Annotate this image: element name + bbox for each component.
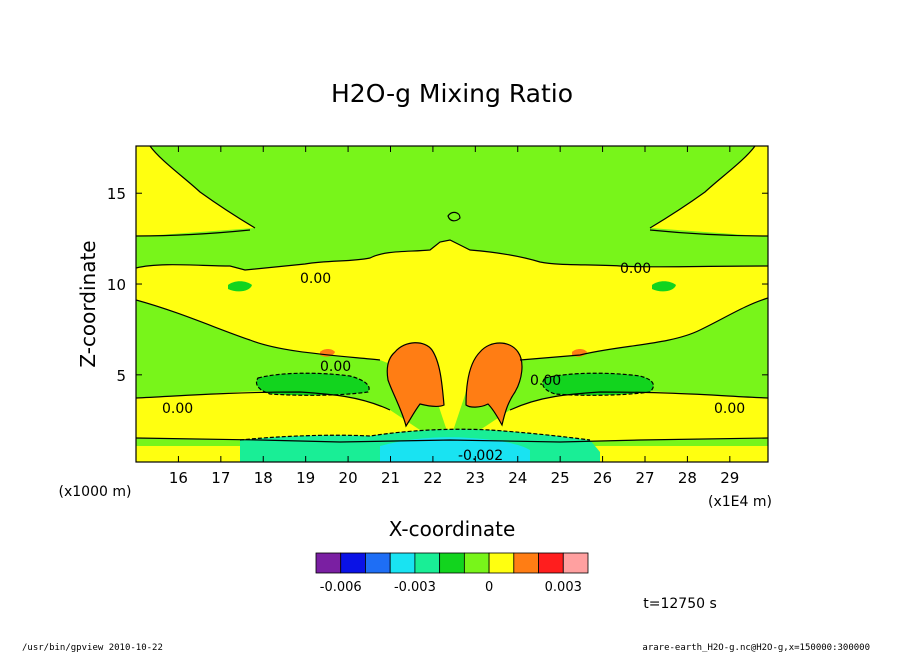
x-tick-label: 16 xyxy=(169,469,188,487)
contour-label: 0.00 xyxy=(320,359,351,375)
colorbar-swatch xyxy=(315,552,342,574)
colorbar-swatch xyxy=(562,552,589,574)
region-small-negative-left xyxy=(228,281,252,292)
x-tick-label: 18 xyxy=(254,469,273,487)
y-axis-label: Z-coordinate xyxy=(76,240,100,367)
plot-frame xyxy=(135,145,769,463)
region-bottom-strong-negative xyxy=(380,437,530,462)
colorbar-swatch xyxy=(414,552,441,574)
y-tick-label: 5 xyxy=(116,367,126,385)
colorbar-swatch xyxy=(389,552,416,574)
chart-title: H2O-g Mixing Ratio xyxy=(331,79,573,108)
y-tick-label: 15 xyxy=(107,185,126,203)
region-upper-left-positive xyxy=(136,146,255,236)
y-unit-label: (x1000 m) xyxy=(59,484,132,500)
colorbar-swatch xyxy=(365,552,391,574)
colorbar-tick-label: -0.003 xyxy=(394,580,436,595)
contour-label: 0.00 xyxy=(620,261,651,277)
contour-label: 0.00 xyxy=(300,271,331,287)
region-mid-positive xyxy=(136,240,768,440)
region-lower-band-positive xyxy=(136,391,768,442)
contour-label: 0.00 xyxy=(162,401,193,417)
x-tick-label: 21 xyxy=(381,469,400,487)
contour-labels: 0.00 0.00 0.00 0.00 0.00 0.00 -0.002 xyxy=(162,261,745,464)
colorbar-tick-label: 0.003 xyxy=(545,580,582,595)
colorbar-swatch xyxy=(340,552,366,574)
colorbar xyxy=(315,552,589,574)
colorbar-swatch xyxy=(538,552,564,574)
colorbar-swatch xyxy=(513,552,539,574)
colorbar-swatch xyxy=(439,552,465,574)
x-axis-label: X-coordinate xyxy=(389,517,516,541)
y-axis: 5 10 15 xyxy=(107,185,768,385)
region-upper-right-positive xyxy=(650,146,768,236)
colorbar-tick-label: -0.006 xyxy=(320,580,362,595)
x-tick-label: 19 xyxy=(296,469,315,487)
colorbar-tick-label: 0 xyxy=(485,580,493,595)
colorbar-swatch xyxy=(488,552,515,574)
x-tick-label: 25 xyxy=(551,469,570,487)
x-tick-label: 20 xyxy=(339,469,358,487)
x-unit-label: (x1E4 m) xyxy=(708,494,772,510)
contour-label: 0.00 xyxy=(530,373,561,389)
region-small-negative-right xyxy=(652,281,676,292)
region-right-negative xyxy=(542,373,654,396)
contour-label: 0.00 xyxy=(714,401,745,417)
x-tick-label: 22 xyxy=(423,469,442,487)
x-tick-label: 26 xyxy=(593,469,612,487)
footer-left: /usr/bin/gpview 2010-10-22 xyxy=(22,643,163,653)
region-left-plume xyxy=(387,342,444,426)
x-tick-label: 17 xyxy=(211,469,230,487)
x-tick-label: 27 xyxy=(635,469,654,487)
x-tick-label: 23 xyxy=(466,469,485,487)
contour-label: -0.002 xyxy=(458,448,503,464)
x-tick-label: 28 xyxy=(678,469,697,487)
colorbar-swatch xyxy=(463,552,490,574)
region-left-negative xyxy=(256,373,370,396)
y-tick-label: 10 xyxy=(107,276,126,294)
x-tick-label: 29 xyxy=(720,469,739,487)
contour-lines xyxy=(136,146,768,443)
footer-right: arare-earth_H2O-g.nc@H2O-g,x=150000:3000… xyxy=(642,643,870,653)
x-axis: 16 17 18 19 20 21 22 23 24 25 26 27 28 29 xyxy=(169,146,739,487)
colorbar-ticks: -0.006 -0.003 0 0.003 xyxy=(320,580,582,595)
contour-field xyxy=(136,146,768,462)
x-tick-label: 24 xyxy=(508,469,527,487)
time-label: t=12750 s xyxy=(643,596,717,612)
